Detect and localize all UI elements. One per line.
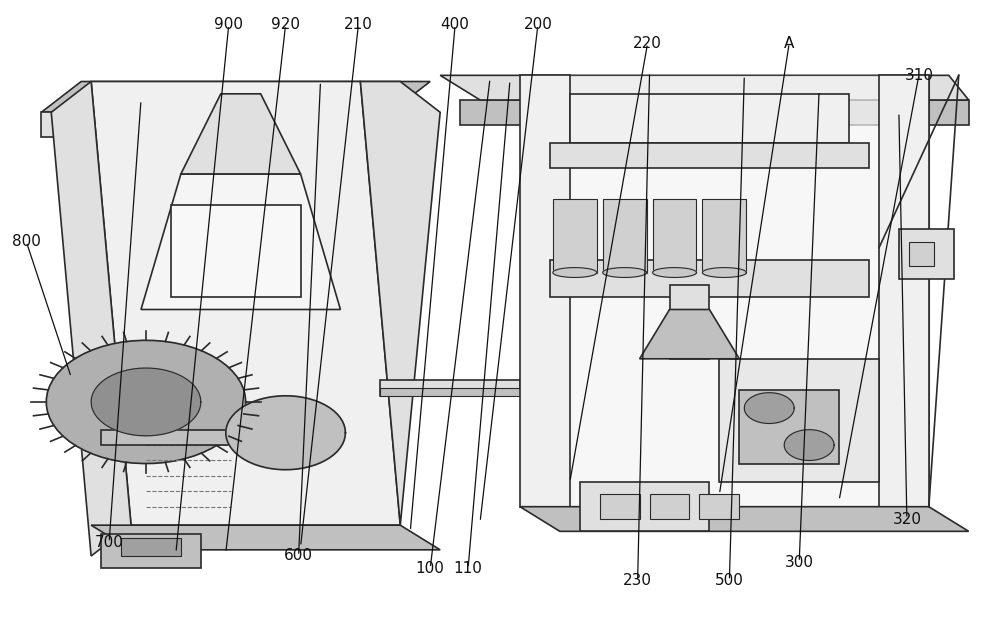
Polygon shape: [91, 82, 400, 525]
Polygon shape: [744, 392, 794, 423]
FancyBboxPatch shape: [101, 534, 201, 568]
FancyBboxPatch shape: [380, 380, 520, 396]
FancyBboxPatch shape: [650, 495, 689, 519]
Polygon shape: [520, 507, 969, 531]
Text: 600: 600: [284, 548, 313, 563]
Polygon shape: [460, 100, 969, 124]
Polygon shape: [719, 359, 879, 482]
Polygon shape: [141, 174, 340, 310]
Text: 100: 100: [416, 561, 445, 576]
FancyBboxPatch shape: [380, 388, 520, 396]
Polygon shape: [702, 267, 746, 277]
FancyBboxPatch shape: [121, 537, 181, 556]
Text: 210: 210: [344, 17, 373, 32]
Polygon shape: [46, 340, 246, 464]
Text: 200: 200: [523, 17, 552, 32]
Polygon shape: [51, 82, 131, 556]
FancyBboxPatch shape: [553, 199, 597, 272]
Text: 400: 400: [441, 17, 470, 32]
Polygon shape: [41, 112, 390, 137]
Text: 300: 300: [785, 555, 814, 569]
Polygon shape: [520, 76, 570, 507]
Polygon shape: [553, 267, 597, 277]
Text: A: A: [784, 36, 794, 51]
Text: 230: 230: [623, 573, 652, 588]
Text: 500: 500: [715, 573, 744, 588]
FancyBboxPatch shape: [570, 94, 849, 143]
Polygon shape: [640, 310, 739, 359]
Polygon shape: [360, 82, 440, 525]
Text: 920: 920: [271, 17, 300, 32]
Polygon shape: [91, 525, 440, 550]
Text: 320: 320: [892, 511, 921, 527]
FancyBboxPatch shape: [550, 143, 869, 168]
Text: 110: 110: [454, 561, 483, 576]
Polygon shape: [226, 396, 345, 470]
Polygon shape: [440, 76, 969, 100]
Polygon shape: [879, 76, 929, 507]
Text: 800: 800: [12, 234, 41, 249]
FancyBboxPatch shape: [550, 260, 869, 297]
FancyBboxPatch shape: [670, 285, 709, 359]
Polygon shape: [653, 267, 696, 277]
Polygon shape: [91, 368, 201, 436]
Polygon shape: [784, 430, 834, 461]
Text: 700: 700: [95, 535, 124, 550]
FancyBboxPatch shape: [699, 495, 739, 519]
Text: 310: 310: [904, 68, 933, 83]
FancyBboxPatch shape: [600, 495, 640, 519]
FancyBboxPatch shape: [702, 199, 746, 272]
FancyBboxPatch shape: [653, 199, 696, 272]
Polygon shape: [181, 94, 301, 174]
FancyBboxPatch shape: [171, 205, 301, 297]
Polygon shape: [41, 82, 430, 112]
FancyBboxPatch shape: [899, 230, 954, 279]
Text: 900: 900: [214, 17, 243, 32]
Text: 220: 220: [633, 36, 662, 51]
FancyBboxPatch shape: [603, 199, 647, 272]
FancyBboxPatch shape: [580, 482, 709, 531]
FancyBboxPatch shape: [101, 430, 340, 445]
Polygon shape: [560, 76, 929, 507]
FancyBboxPatch shape: [739, 389, 839, 464]
FancyBboxPatch shape: [909, 241, 934, 266]
Polygon shape: [603, 267, 647, 277]
